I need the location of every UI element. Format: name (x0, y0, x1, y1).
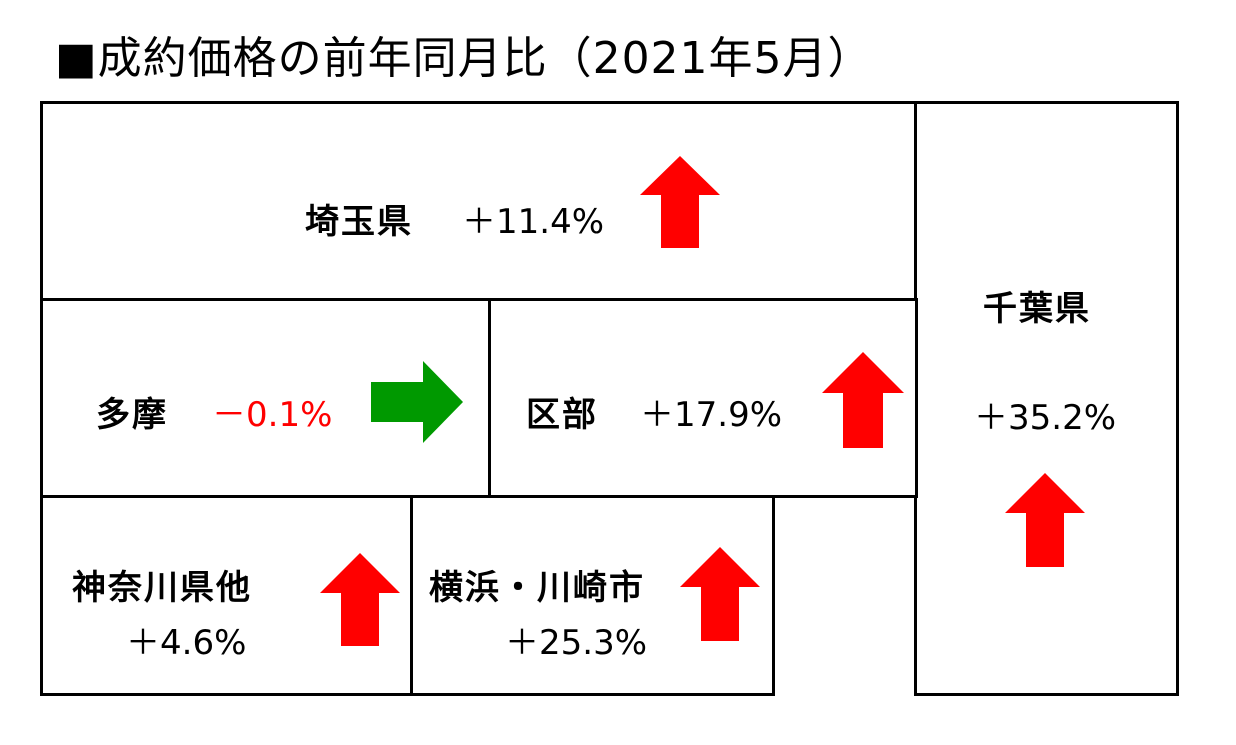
up-arrow-icon (680, 547, 760, 641)
page-title: ■成約価格の前年同月比（2021年5月） (55, 33, 873, 84)
up-arrow-icon (320, 553, 400, 646)
region-change-chiba: ＋35.2% (974, 398, 1117, 438)
region-box-saitama (40, 101, 918, 301)
region-name-kubu: 区部 (526, 395, 598, 435)
region-name-tama: 多摩 (96, 395, 168, 435)
region-change-yokohama: ＋25.3% (505, 623, 648, 663)
region-name-kanagawa: 神奈川県他 (72, 568, 252, 608)
region-change-tama: －0.1% (212, 395, 333, 435)
up-arrow-icon (1005, 473, 1085, 567)
region-change-kanagawa: ＋4.6% (126, 623, 247, 663)
region-name-saitama: 埼玉県 (305, 202, 413, 242)
up-arrow-icon (822, 352, 904, 448)
region-name-yokohama: 横浜・川崎市 (429, 568, 645, 608)
region-name-chiba: 千葉県 (983, 289, 1091, 329)
region-change-kubu: ＋17.9% (640, 395, 783, 435)
region-change-saitama: ＋11.4% (462, 202, 605, 242)
region-box-chiba (914, 101, 1179, 696)
up-arrow-icon (640, 156, 720, 248)
right-arrow-icon (371, 361, 463, 443)
